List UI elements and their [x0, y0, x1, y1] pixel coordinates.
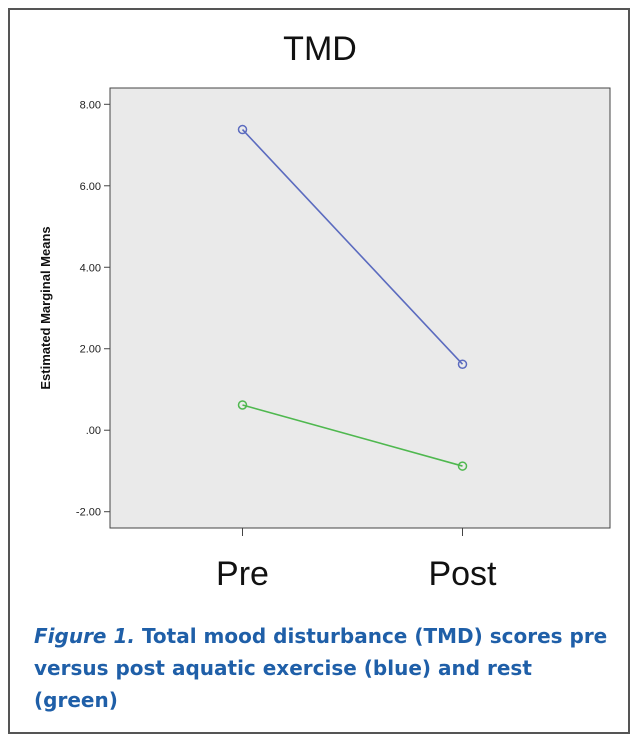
series-layer: [237, 124, 468, 471]
y-tick-label: 8.00: [80, 99, 101, 111]
y-tick-label: 2.00: [80, 344, 101, 356]
data-point: [237, 124, 248, 135]
x-tick-label: Post: [428, 555, 497, 593]
y-tick-label: .00: [86, 425, 101, 437]
y-axis-ticks: 8.00 6.00 4.00 2.00 .00 -2.00: [76, 99, 110, 519]
line-chart: Estimated Marginal Means 8.00 6.00 4.00 2.0…: [38, 87, 611, 593]
series-line-2: [242, 404, 463, 467]
x-tick-label: Pre: [216, 555, 269, 593]
data-point: [237, 400, 248, 410]
x-axis-ticks: Pre Post: [216, 528, 497, 593]
data-point: [457, 359, 468, 369]
series-line-1: [241, 129, 464, 365]
y-tick-label: 4.00: [80, 262, 101, 274]
y-axis-label: Estimated Marginal Means: [38, 226, 53, 389]
y-tick-label: -2.00: [76, 507, 101, 519]
caption-text: Total mood disturbance (TMD) scores pre …: [34, 624, 608, 712]
data-point: [457, 461, 468, 471]
caption-label: Figure 1.: [34, 624, 135, 648]
figure-caption: Figure 1. Total mood disturbance (TMD) s…: [34, 620, 614, 716]
y-tick-label: 6.00: [80, 181, 101, 193]
chart-title: TMD: [283, 30, 357, 68]
plot-area: [109, 87, 611, 529]
